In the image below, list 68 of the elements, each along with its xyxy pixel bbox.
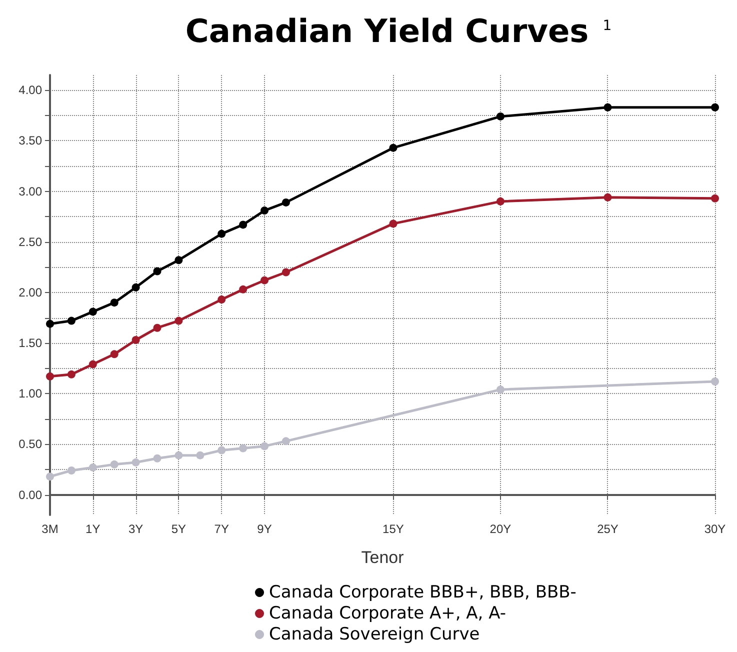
- legend-label: Canada Corporate BBB+, BBB, BBB-: [269, 582, 576, 602]
- point: [604, 193, 612, 202]
- point: [88, 360, 97, 368]
- point: [496, 386, 504, 394]
- legend-label: Canada Sovereign Curve: [269, 624, 480, 644]
- y-tick-label: 1.00: [18, 386, 42, 401]
- legend-label: Canada Corporate A+, A, A-: [269, 604, 506, 624]
- point: [67, 466, 76, 474]
- y-tick-label: 3.00: [18, 184, 42, 198]
- x-tick-label: 5Y: [171, 522, 186, 536]
- point: [88, 463, 97, 472]
- x-tick-label: 30Y: [704, 522, 726, 536]
- point: [218, 446, 226, 454]
- point: [153, 454, 162, 462]
- x-tick-label: 3M: [42, 522, 58, 536]
- point: [174, 316, 183, 325]
- point: [389, 144, 398, 152]
- x-tick-label: 7Y: [214, 522, 229, 536]
- point: [282, 198, 290, 206]
- point: [218, 296, 226, 304]
- point: [174, 451, 183, 460]
- point: [110, 298, 118, 307]
- point: [218, 230, 226, 238]
- point: [196, 451, 204, 460]
- point: [132, 458, 140, 466]
- y-tick-label: 1.50: [18, 336, 42, 350]
- point: [46, 372, 54, 380]
- x-tick-label: 1Y: [86, 522, 100, 536]
- point: [174, 256, 183, 264]
- point: [260, 442, 269, 450]
- point: [67, 316, 76, 325]
- point: [67, 370, 76, 378]
- y-tick-label: 3.50: [18, 134, 42, 148]
- x-axis-title: Tenor: [361, 548, 404, 567]
- x-tick-label: 25Y: [597, 522, 618, 536]
- y-tick-label: 2.50: [18, 234, 42, 249]
- y-tick-label: 0.00: [18, 488, 42, 502]
- point: [604, 103, 612, 112]
- y-tick-label: 0.50: [18, 437, 42, 452]
- point: [282, 437, 290, 446]
- point: [496, 112, 504, 120]
- point: [239, 444, 248, 452]
- point: [282, 268, 290, 276]
- point: [711, 377, 719, 386]
- point: [153, 267, 162, 276]
- point: [711, 103, 719, 112]
- x-tick-label: 3Y: [128, 522, 144, 536]
- point: [132, 283, 140, 292]
- point: [153, 324, 162, 332]
- point: [46, 472, 54, 481]
- x-tick-label: 9Y: [257, 522, 272, 536]
- point: [88, 308, 97, 316]
- point: [389, 220, 398, 228]
- point: [496, 197, 504, 206]
- chart-title: Canadian Yield Curves$^{1}$: [184, 12, 613, 50]
- y-tick-label: 4.00: [18, 83, 42, 98]
- point: [110, 350, 118, 358]
- x-tick-label: 20Y: [490, 522, 512, 536]
- x-tick-label: 15Y: [382, 522, 404, 536]
- point: [260, 206, 269, 215]
- point: [260, 276, 269, 284]
- point: [239, 220, 248, 229]
- point: [110, 460, 118, 468]
- point: [711, 194, 719, 202]
- point: [46, 320, 54, 328]
- y-tick-label: 2.00: [18, 285, 42, 300]
- point: [239, 285, 248, 294]
- point: [132, 336, 140, 344]
